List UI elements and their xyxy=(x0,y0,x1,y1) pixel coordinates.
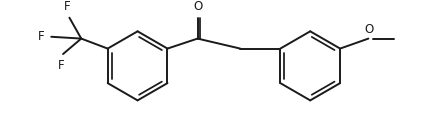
Text: O: O xyxy=(193,0,202,13)
Text: F: F xyxy=(64,0,71,13)
Text: F: F xyxy=(38,30,45,43)
Text: F: F xyxy=(58,59,65,72)
Text: O: O xyxy=(365,23,374,36)
